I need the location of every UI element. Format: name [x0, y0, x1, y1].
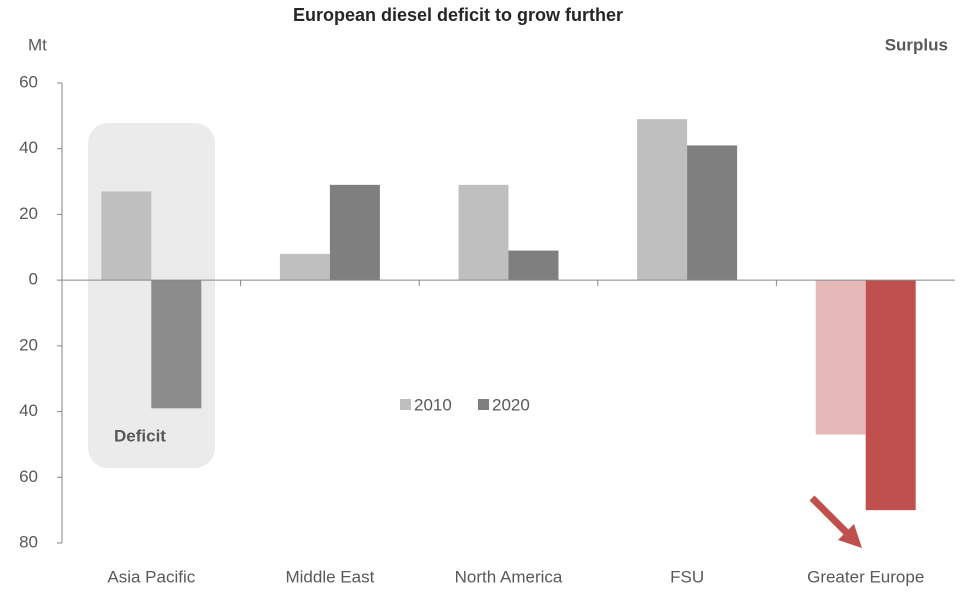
- deficit-annotation: Deficit: [114, 426, 166, 445]
- bar: [865, 280, 916, 511]
- x-tick-label: North America: [455, 567, 563, 586]
- y-axis-label: Mt: [28, 35, 47, 54]
- y-tick-label: 20: [19, 204, 38, 223]
- x-tick-label: FSU: [670, 567, 704, 586]
- y-tick-label: 40: [19, 138, 38, 157]
- x-tick-label: Asia Pacific: [107, 567, 195, 586]
- bar: [815, 280, 866, 435]
- legend-label: 2010: [414, 395, 452, 414]
- chart-title: European diesel deficit to grow further: [293, 5, 623, 25]
- bar: [151, 280, 202, 409]
- surplus-annotation: Surplus: [885, 35, 948, 54]
- bar: [101, 191, 152, 281]
- y-tick-label: 40: [19, 401, 38, 420]
- x-tick-label: Greater Europe: [807, 567, 924, 586]
- legend-swatch: [478, 399, 489, 410]
- arrow: [809, 495, 862, 548]
- legend-swatch: [400, 399, 411, 410]
- y-tick-label: 80: [19, 532, 38, 551]
- y-tick-label: 0: [29, 270, 38, 289]
- y-tick-label: 60: [19, 72, 38, 91]
- y-tick-label: 20: [19, 335, 38, 354]
- bar: [329, 184, 380, 281]
- bar: [458, 184, 509, 281]
- bar: [637, 119, 688, 281]
- legend-label: 2020: [492, 395, 530, 414]
- bar: [279, 253, 330, 281]
- bar: [508, 250, 559, 281]
- y-tick-label: 60: [19, 467, 38, 486]
- x-tick-label: Middle East: [285, 567, 374, 586]
- bar: [687, 145, 738, 281]
